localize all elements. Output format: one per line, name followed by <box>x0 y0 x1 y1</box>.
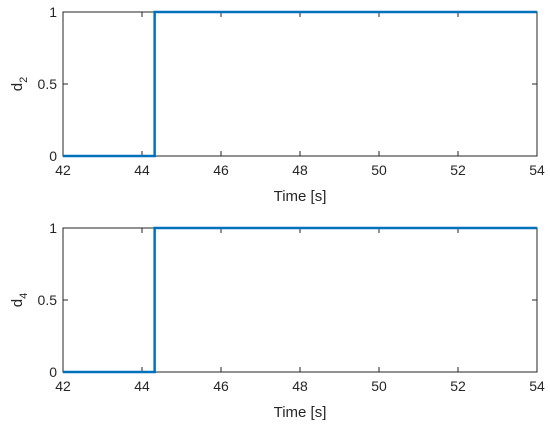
x-tick-label: 52 <box>450 162 466 178</box>
y-axis-label-main: d <box>9 83 26 91</box>
x-tick-label: 50 <box>371 162 387 178</box>
x-tick-label: 46 <box>213 162 229 178</box>
x-tick-label: 44 <box>134 162 150 178</box>
x-axis-label: Time [s] <box>274 188 327 205</box>
x-tick-label: 44 <box>134 378 150 394</box>
y-axis-label: d2 <box>9 77 30 91</box>
x-axis-label: Time [s] <box>274 404 327 421</box>
y-axis-label-subscript: 4 <box>18 293 30 299</box>
x-tick-label: 48 <box>292 378 308 394</box>
x-tick-label: 54 <box>529 162 545 178</box>
x-tick-label: 54 <box>529 378 545 394</box>
x-tick-label: 42 <box>55 162 71 178</box>
y-tick-label: 1 <box>49 4 57 20</box>
x-tick-label: 48 <box>292 162 308 178</box>
x-tick-label: 46 <box>213 378 229 394</box>
subplot-1: 42 44 46 48 50 52 54 0 0.5 1 Time [s] d2 <box>9 4 545 205</box>
axes-box <box>62 11 538 157</box>
series-line-1 <box>63 226 537 374</box>
x-tick-label: 42 <box>55 378 71 394</box>
y-tick-label: 0 <box>49 148 57 164</box>
y-tick-label: 1 <box>49 220 57 236</box>
x-tick-label: 50 <box>371 378 387 394</box>
subplot-2: 42 44 46 48 50 52 54 0 0.5 1 Time [s] d4 <box>9 220 545 421</box>
axes-box <box>62 227 538 373</box>
x-tick-label: 52 <box>450 378 466 394</box>
y-axis-label-main: d <box>9 299 26 307</box>
series-line-1 <box>63 10 537 158</box>
y-tick-label: 0 <box>49 364 57 380</box>
y-tick-label: 0.5 <box>38 292 58 308</box>
y-axis-label-subscript: 2 <box>18 77 30 83</box>
y-axis-label: d4 <box>9 293 30 307</box>
y-tick-label: 0.5 <box>38 76 58 92</box>
